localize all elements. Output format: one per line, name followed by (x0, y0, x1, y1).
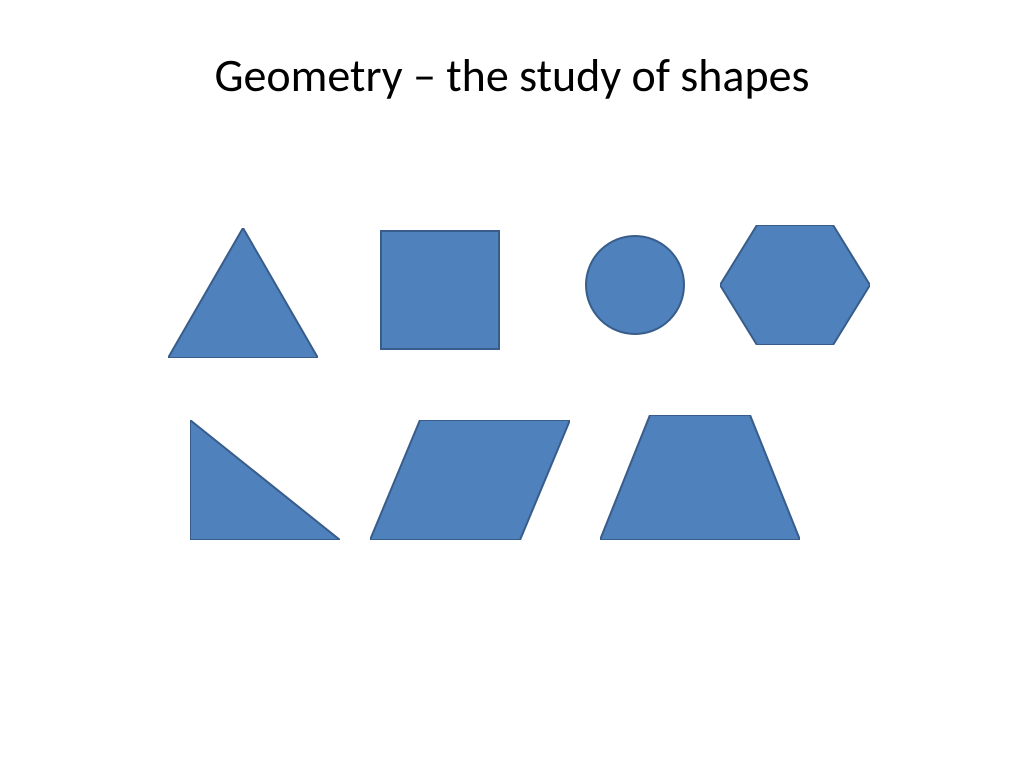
parallelogram-shape (370, 420, 570, 540)
square-shape (380, 230, 500, 350)
shapes-canvas (0, 0, 1024, 768)
triangle-shape (168, 228, 318, 358)
hexagon-shape (720, 225, 870, 345)
right-triangle-shape (190, 420, 340, 540)
trapezoid-shape (600, 415, 800, 540)
circle-shape (585, 235, 685, 335)
